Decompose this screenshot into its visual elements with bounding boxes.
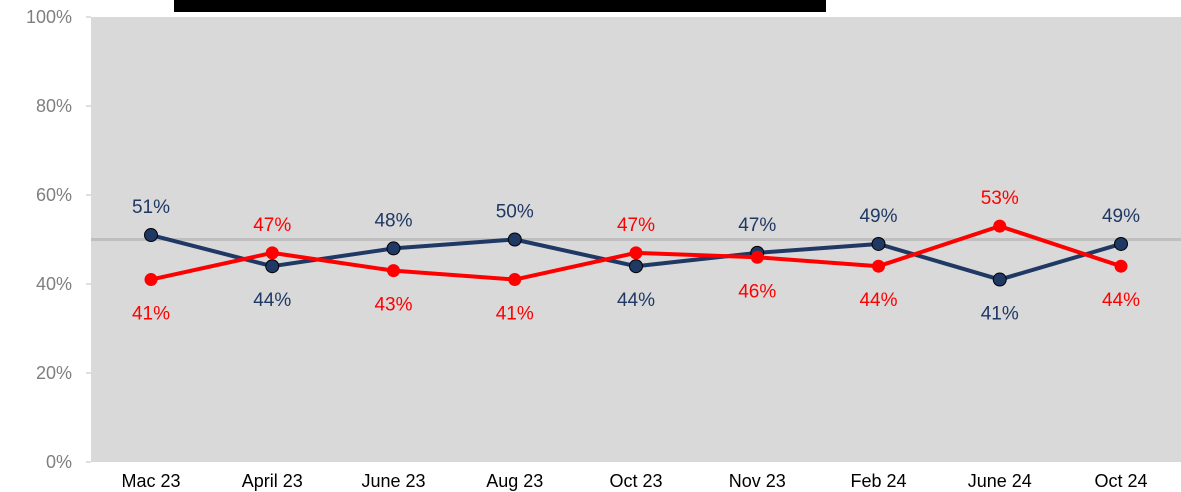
data-label: 41% xyxy=(981,304,1019,325)
data-point xyxy=(1114,236,1128,251)
y-tick-label: 60% xyxy=(36,185,72,205)
data-point xyxy=(144,273,158,287)
x-tick-label: Feb 24 xyxy=(850,471,906,491)
y-tick-label: 100% xyxy=(26,7,72,27)
x-tick-label: Nov 23 xyxy=(729,471,786,491)
data-point xyxy=(265,246,279,260)
data-label: 41% xyxy=(496,304,534,325)
data-point xyxy=(1114,259,1128,273)
data-label: 49% xyxy=(859,206,897,227)
x-tick-label: Mac 23 xyxy=(121,471,180,491)
data-point xyxy=(265,259,280,274)
data-point xyxy=(629,246,643,260)
data-point xyxy=(508,273,522,287)
x-tick-label: Oct 24 xyxy=(1094,471,1147,491)
y-tick-label: 40% xyxy=(36,274,72,294)
data-label: 51% xyxy=(132,197,170,218)
data-label: 47% xyxy=(617,215,655,236)
series-layer xyxy=(144,219,1128,287)
y-tick-label: 20% xyxy=(36,363,72,383)
data-labels: 51% 44% 48% 50% 44% 47% 49% 41% 49% 41% 47% 43% 41% 4… xyxy=(132,188,1140,324)
x-tick-label: April 23 xyxy=(242,471,303,491)
data-label: 44% xyxy=(617,290,655,311)
data-point xyxy=(387,264,400,278)
data-point xyxy=(992,272,1007,287)
data-label: 44% xyxy=(253,290,291,311)
x-axis: Mac 23 April 23 June 23 Aug 23 Oct 23 Nov 23 F… xyxy=(121,471,1147,491)
data-label: 53% xyxy=(981,188,1019,209)
y-axis: 0% 20% 40% 60% 80% 100% xyxy=(26,7,91,472)
data-label: 47% xyxy=(738,215,776,236)
data-label: 44% xyxy=(859,290,897,311)
data-label: 41% xyxy=(132,304,170,325)
x-tick-label: Oct 23 xyxy=(609,471,662,491)
series-2 xyxy=(144,219,1128,287)
x-tick-label: June 23 xyxy=(361,471,425,491)
y-tick-label: 80% xyxy=(36,96,72,116)
data-point xyxy=(750,250,764,264)
data-label: 50% xyxy=(496,202,534,223)
redacted-title-bar xyxy=(174,0,826,12)
data-point xyxy=(386,241,401,256)
data-label: 47% xyxy=(253,215,291,236)
data-label: 49% xyxy=(1102,206,1140,227)
data-point xyxy=(629,259,643,274)
x-tick-label: Aug 23 xyxy=(486,471,543,491)
x-tick-label: June 24 xyxy=(968,471,1032,491)
data-point xyxy=(872,259,885,273)
data-point xyxy=(871,236,886,251)
data-label: 43% xyxy=(374,295,412,316)
data-label: 44% xyxy=(1102,290,1140,311)
data-point xyxy=(144,228,158,243)
data-label: 46% xyxy=(738,281,776,302)
data-point xyxy=(993,219,1007,233)
data-point xyxy=(507,232,522,247)
data-label: 48% xyxy=(374,210,412,231)
y-tick-label: 0% xyxy=(46,452,72,472)
